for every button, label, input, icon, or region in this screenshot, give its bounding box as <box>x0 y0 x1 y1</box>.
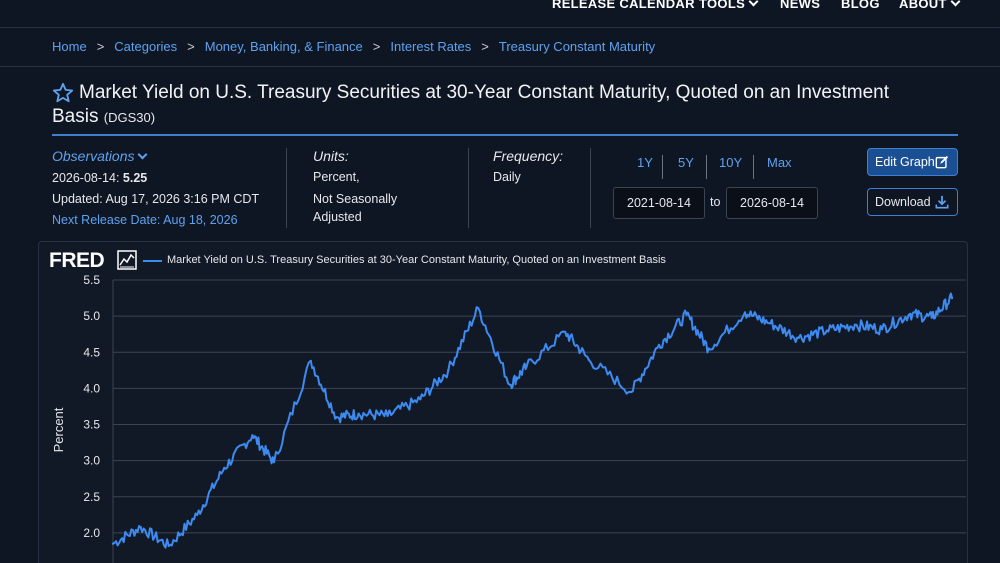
edit-graph-button[interactable]: Edit Graph <box>867 148 958 176</box>
data-point <box>196 513 199 516</box>
divider <box>590 148 591 228</box>
data-point <box>707 347 710 350</box>
data-point <box>630 390 633 394</box>
data-point <box>508 383 512 386</box>
data-point <box>685 313 688 316</box>
breadcrumb-home[interactable]: Home <box>52 39 87 54</box>
title-underline <box>52 134 958 136</box>
star-icon[interactable] <box>52 82 74 104</box>
fred-logo: FRED <box>49 249 105 272</box>
data-point <box>386 414 389 417</box>
nav-about[interactable]: ABOUT <box>899 0 961 11</box>
next-release-link[interactable]: Next Release Date: Aug 18, 2026 <box>52 213 238 227</box>
to-label: to <box>710 195 721 209</box>
data-point <box>447 369 450 372</box>
top-nav: RELEASE CALENDAR TOOLS NEWS BLOG ABOUT <box>0 0 1000 28</box>
chart-icon <box>117 250 137 270</box>
y-tick-label: 2.5 <box>83 490 100 504</box>
legend-label: Market Yield on U.S. Treasury Securities… <box>167 254 666 266</box>
data-point <box>335 416 338 419</box>
data-point <box>564 330 567 334</box>
data-point <box>111 542 115 545</box>
range-5y-button[interactable]: 5Y <box>678 155 694 170</box>
data-point <box>139 525 142 529</box>
data-point <box>223 466 226 470</box>
range-1y-button[interactable]: 1Y <box>637 155 653 170</box>
nav-blog[interactable]: BLOG <box>841 0 880 11</box>
chart-container <box>38 241 968 563</box>
page-title: Market Yield on U.S. Treasury Securities… <box>52 82 890 127</box>
y-tick-label: 2.0 <box>83 526 100 540</box>
y-tick-label: 5.5 <box>83 273 100 287</box>
end-date-input[interactable]: 2026-08-14 <box>726 187 818 219</box>
data-point <box>357 412 360 415</box>
divider <box>286 148 287 228</box>
data-point <box>657 343 661 347</box>
units-panel: Units: Percent, Not Seasonally Adjusted <box>313 147 397 226</box>
data-point <box>251 434 254 437</box>
observation-latest: 2026-08-14: 5.25 <box>52 171 148 185</box>
breadcrumb: Home > Categories > Money, Banking, & Financ… <box>52 39 656 54</box>
units-seasonal: Not Seasonally <box>313 192 398 206</box>
data-point <box>419 398 422 401</box>
y-tick-label: 3.0 <box>83 454 100 468</box>
data-point <box>743 311 747 314</box>
updated-timestamp: Updated: Aug 17, 2026 3:16 PM CDT <box>52 192 260 206</box>
frequency-panel: Frequency: Daily <box>493 147 563 186</box>
data-point <box>309 359 312 363</box>
nav-release-calendar[interactable]: RELEASE CALENDAR <box>552 0 695 11</box>
edit-icon <box>935 155 949 169</box>
legend-swatch <box>143 260 162 262</box>
data-point <box>825 329 829 332</box>
y-tick-label: 4.0 <box>83 381 100 395</box>
series-id: (DGS30) <box>103 110 156 125</box>
frequency-value: Daily <box>493 170 521 184</box>
divider <box>468 148 469 228</box>
nav-news[interactable]: NEWS <box>780 0 821 11</box>
data-point <box>477 307 480 310</box>
data-point <box>880 327 884 331</box>
data-point <box>797 336 800 339</box>
frequency-label: Frequency: <box>493 148 564 164</box>
y-tick-label: 3.5 <box>83 418 100 432</box>
range-10y-button[interactable]: 10Y <box>719 155 743 170</box>
series-line <box>112 292 953 549</box>
data-point <box>908 312 912 316</box>
observations-panel: Observations 2026-08-14: 5.25 Updated: A… <box>52 147 259 229</box>
start-date-input[interactable]: 2021-08-14 <box>613 187 705 219</box>
breadcrumb-money-banking[interactable]: Money, Banking, & Finance <box>204 39 363 54</box>
units-seasonal-2: Adjusted <box>313 210 362 224</box>
breadcrumb-categories[interactable]: Categories <box>114 39 178 54</box>
download-button[interactable]: Download <box>867 188 958 216</box>
units-value: Percent, <box>313 170 360 184</box>
observations-toggle[interactable]: Observations <box>52 147 259 166</box>
data-point <box>950 296 954 300</box>
breadcrumb-treasury-constant-maturity[interactable]: Treasury Constant Maturity <box>498 39 656 54</box>
data-point <box>769 322 772 325</box>
data-point <box>930 316 933 319</box>
data-point <box>587 358 590 361</box>
data-point <box>525 365 528 368</box>
data-point <box>853 323 857 326</box>
divider <box>0 66 1000 67</box>
download-icon <box>935 195 949 209</box>
nav-tools[interactable]: TOOLS <box>699 0 759 11</box>
units-label: Units: <box>313 148 349 164</box>
y-axis-label: Percent <box>51 407 66 452</box>
data-point <box>167 544 170 548</box>
data-point <box>272 460 276 464</box>
y-tick-label: 4.5 <box>83 345 100 359</box>
y-tick-label: 5.0 <box>83 309 100 323</box>
breadcrumb-interest-rates[interactable]: Interest Rates <box>390 39 472 54</box>
range-max-button[interactable]: Max <box>767 155 792 170</box>
